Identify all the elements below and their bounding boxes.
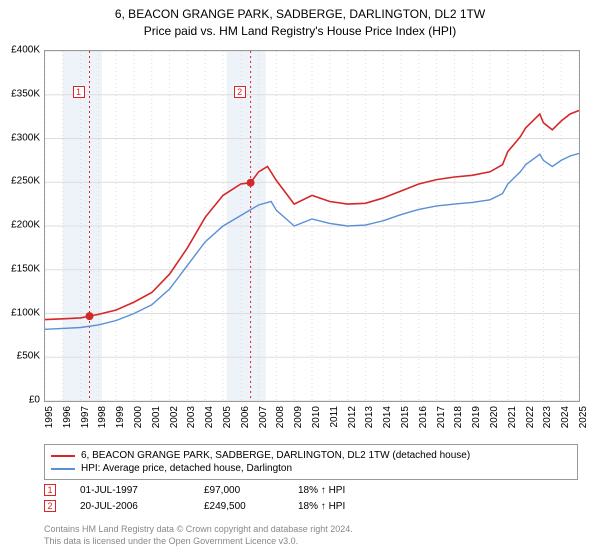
x-tick-label: 2006 [240,406,251,428]
x-tick-label: 2015 [400,406,411,428]
data-point-price: £249,500 [204,501,274,512]
legend-swatch [51,455,75,457]
footer-line-2: This data is licensed under the Open Gov… [44,536,353,548]
x-tick-label: 2004 [204,406,215,428]
legend-label: 6, BEACON GRANGE PARK, SADBERGE, DARLING… [81,450,470,461]
title-line-1: 6, BEACON GRANGE PARK, SADBERGE, DARLING… [0,6,600,23]
x-tick-label: 2017 [436,406,447,428]
legend-item: 6, BEACON GRANGE PARK, SADBERGE, DARLING… [51,449,571,462]
data-point-delta: 18% ↑ HPI [298,501,388,512]
y-tick-label: £50K [4,351,40,362]
x-tick-label: 2019 [471,406,482,428]
x-tick-label: 2001 [151,406,162,428]
y-tick-label: £400K [4,45,40,56]
y-tick-label: £100K [4,307,40,318]
x-tick-label: 2012 [347,406,358,428]
legend-swatch [51,468,75,470]
data-point-marker: 2 [44,500,56,512]
x-tick-label: 2016 [418,406,429,428]
data-points: 1 01-JUL-1997 £97,000 18% ↑ HPI 2 20-JUL… [44,484,388,516]
x-tick-label: 1999 [115,406,126,428]
x-tick-label: 1998 [97,406,108,428]
y-tick-label: £350K [4,88,40,99]
data-point-row: 2 20-JUL-2006 £249,500 18% ↑ HPI [44,500,388,512]
data-point-row: 1 01-JUL-1997 £97,000 18% ↑ HPI [44,484,388,496]
x-tick-label: 2013 [364,406,375,428]
x-tick-label: 2008 [275,406,286,428]
x-tick-label: 2025 [578,406,589,428]
plot-area [44,50,580,402]
x-tick-label: 2010 [311,406,322,428]
x-tick-label: 1995 [44,406,55,428]
title-block: 6, BEACON GRANGE PARK, SADBERGE, DARLING… [0,0,600,40]
legend: 6, BEACON GRANGE PARK, SADBERGE, DARLING… [44,444,578,480]
x-tick-label: 2002 [169,406,180,428]
x-tick-label: 2021 [507,406,518,428]
footer-line-1: Contains HM Land Registry data © Crown c… [44,524,353,536]
y-tick-label: £250K [4,176,40,187]
x-tick-label: 2000 [133,406,144,428]
x-tick-label: 2022 [525,406,536,428]
x-tick-label: 1997 [80,406,91,428]
plot-svg [45,51,579,401]
x-tick-label: 2023 [542,406,553,428]
x-tick-label: 2011 [329,406,340,428]
x-tick-label: 2018 [453,406,464,428]
data-point-delta: 18% ↑ HPI [298,485,388,496]
x-tick-label: 2009 [293,406,304,428]
y-tick-label: £0 [4,395,40,406]
x-tick-label: 2020 [489,406,500,428]
x-tick-label: 2003 [186,406,197,428]
footer: Contains HM Land Registry data © Crown c… [44,524,353,547]
title-line-2: Price paid vs. HM Land Registry's House … [0,23,600,40]
y-tick-label: £200K [4,220,40,231]
x-tick-label: 2024 [560,406,571,428]
x-tick-label: 2007 [258,406,269,428]
annotation-marker: 2 [234,86,246,98]
chart-container: 6, BEACON GRANGE PARK, SADBERGE, DARLING… [0,0,600,560]
x-tick-label: 2014 [382,406,393,428]
annotation-marker: 1 [73,86,85,98]
y-tick-label: £300K [4,132,40,143]
legend-label: HPI: Average price, detached house, Darl… [81,463,292,474]
data-point-date: 20-JUL-2006 [80,501,180,512]
x-tick-label: 2005 [222,406,233,428]
data-point-date: 01-JUL-1997 [80,485,180,496]
y-tick-label: £150K [4,263,40,274]
data-point-price: £97,000 [204,485,274,496]
x-tick-label: 1996 [62,406,73,428]
data-point-marker: 1 [44,484,56,496]
legend-item: HPI: Average price, detached house, Darl… [51,462,571,475]
